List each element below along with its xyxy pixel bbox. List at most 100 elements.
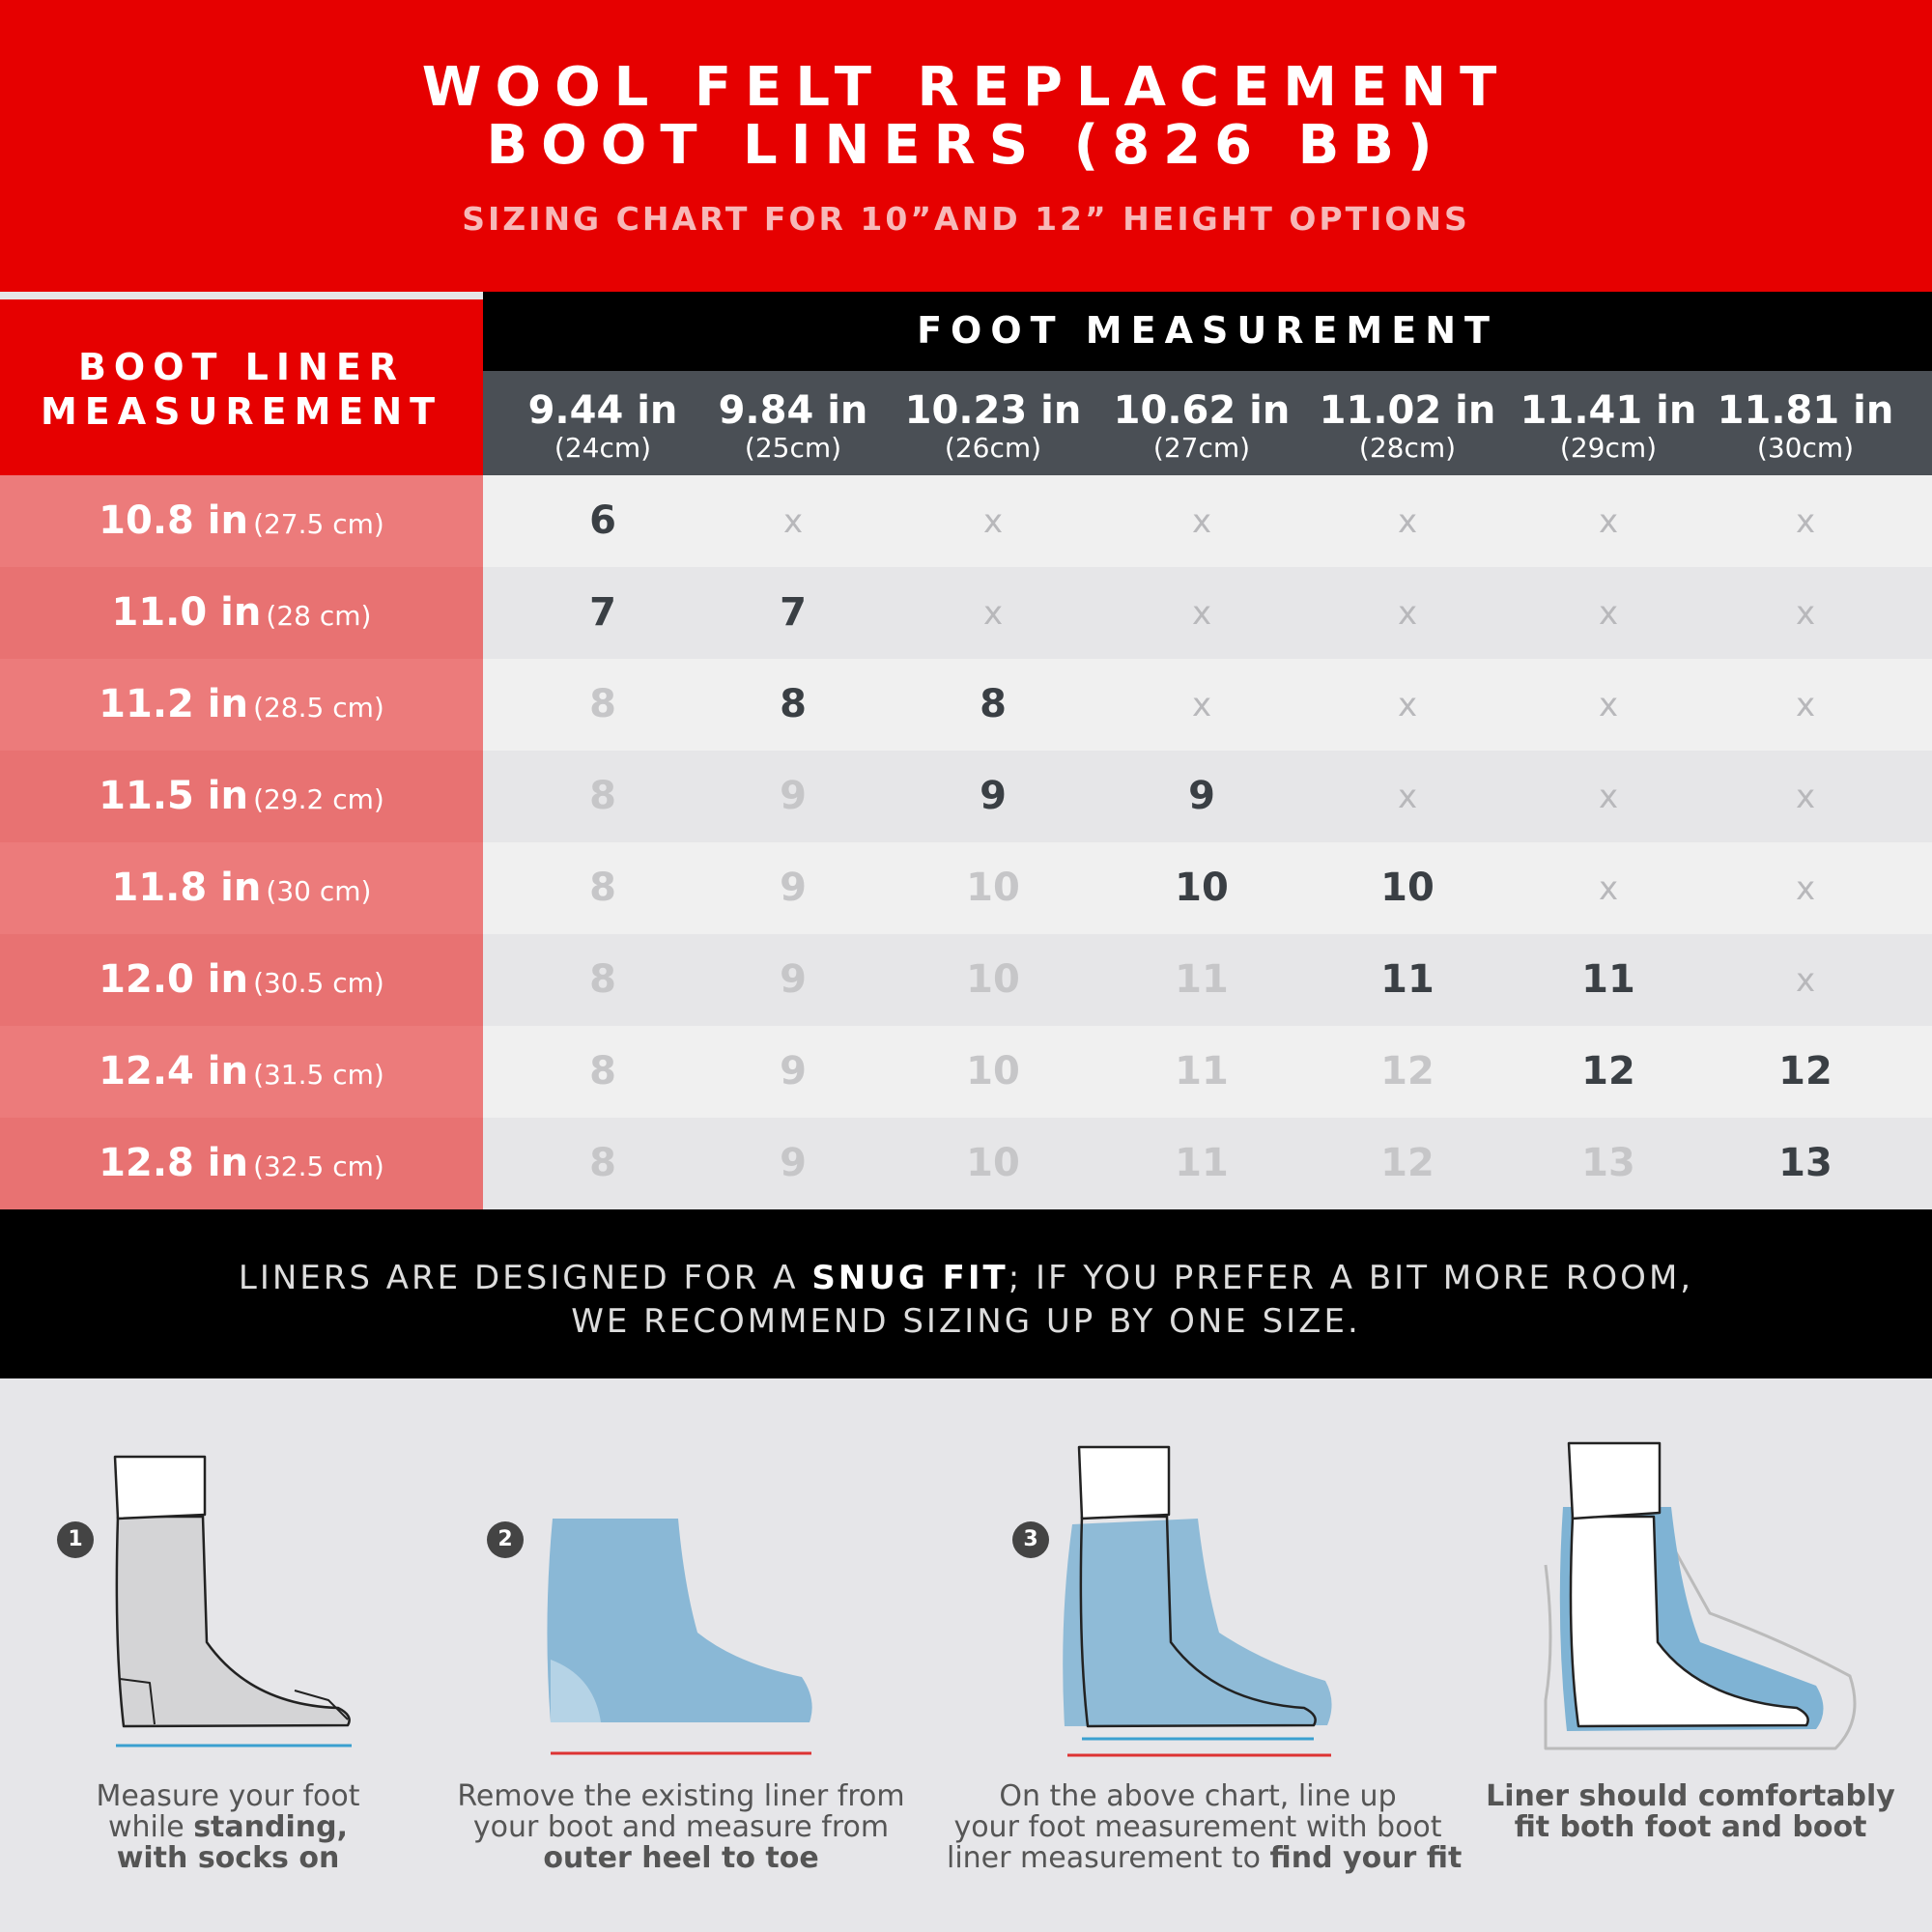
note-line: LINERS ARE DESIGNED FOR A SNUG FIT; IF Y…	[0, 1259, 1932, 1297]
table-cell: x	[782, 502, 804, 541]
table-cell: x	[982, 502, 1004, 541]
note-band	[0, 1209, 1932, 1378]
table-cell: x	[1598, 869, 1619, 908]
table-cell: 12	[1778, 1049, 1833, 1094]
row-band	[483, 659, 1932, 751]
row-header: 11.8 in (30 cm)	[0, 866, 483, 910]
row-header: 11.0 in (28 cm)	[0, 590, 483, 635]
row-header-cell	[0, 1118, 483, 1209]
column-header-cm: (25cm)	[744, 432, 842, 464]
table-cell: 8	[589, 682, 616, 726]
table-cell: 10	[966, 1049, 1020, 1094]
row-header-in: 10.8 in	[99, 498, 248, 543]
step-caption: On the above chart, line up	[999, 1779, 1397, 1813]
table-cell: 9	[780, 774, 807, 818]
table-cell: x	[1598, 686, 1619, 724]
row-band	[483, 567, 1932, 659]
row-header-in: 11.2 in	[99, 682, 248, 726]
column-header-band	[483, 371, 1932, 475]
table-cell: x	[1598, 594, 1619, 633]
note-line: WE RECOMMEND SIZING UP BY ONE SIZE.	[0, 1302, 1932, 1341]
table-cell: x	[1397, 686, 1418, 724]
liner	[1063, 1519, 1332, 1726]
row-band	[483, 1118, 1932, 1209]
sock	[115, 1515, 351, 1728]
row-band	[483, 1026, 1932, 1118]
table-cell: 9	[780, 866, 807, 910]
row-header-cell	[0, 1026, 483, 1118]
table-cell: 9	[980, 774, 1007, 818]
boot	[1544, 1525, 1857, 1750]
step-caption: Measure your foot	[96, 1779, 360, 1813]
column-header-in: 10.62 in	[1113, 388, 1291, 433]
step-caption: with socks on	[116, 1841, 340, 1875]
table-cell: 6	[589, 498, 616, 543]
row-band	[483, 475, 1932, 567]
badge	[1012, 1521, 1049, 1558]
table-cell: x	[1598, 778, 1619, 816]
row-header-band	[0, 299, 483, 475]
column-header-in: 11.02 in	[1319, 388, 1496, 433]
column-header-cm: (27cm)	[1152, 432, 1251, 464]
note-text: SNUG FIT	[811, 1259, 1009, 1297]
table-cell: 8	[589, 1049, 616, 1094]
table-cell: 13	[1581, 1141, 1635, 1185]
row-header-in: 12.0 in	[99, 957, 248, 1002]
sock-top	[1077, 1445, 1171, 1520]
note-text: WE RECOMMEND SIZING UP BY ONE SIZE.	[571, 1302, 1361, 1341]
table-cell: 9	[1188, 774, 1215, 818]
step-caption: standing,	[193, 1810, 348, 1844]
row-header-cm: (32.5 cm)	[253, 1151, 384, 1182]
column-header-cm: (26cm)	[944, 432, 1042, 464]
table-cell: 8	[589, 1141, 616, 1185]
row-header-cm: (30 cm)	[266, 875, 372, 907]
step-caption-line: your boot and measure from	[430, 1810, 932, 1844]
title-line: WOOL FELT REPLACEMENT	[421, 56, 1511, 119]
table-cell: 8	[780, 682, 807, 726]
step-caption-line: Measure your foot	[0, 1779, 479, 1813]
table-cell: 9	[780, 1141, 807, 1185]
step-caption: outer heel to toe	[543, 1841, 819, 1875]
sock-top	[1567, 1441, 1662, 1520]
column-group-band	[483, 292, 1932, 371]
row-header-cell	[0, 934, 483, 1026]
table-cell: 11	[1581, 957, 1635, 1002]
table-cell: x	[1598, 502, 1619, 541]
column-header-cm: (24cm)	[554, 432, 652, 464]
table-cell: 8	[980, 682, 1007, 726]
table-cell: x	[1795, 869, 1816, 908]
liner	[547, 1519, 812, 1722]
row-header: 12.4 in (31.5 cm)	[0, 1049, 483, 1094]
table-cell: x	[1795, 686, 1816, 724]
step-caption-line: liner measurement to find your fit	[947, 1841, 1462, 1875]
table-cell: x	[982, 594, 1004, 633]
row-header: 11.2 in (28.5 cm)	[0, 682, 483, 726]
table-cell: x	[1397, 778, 1418, 816]
row-band	[483, 842, 1932, 934]
table-cell: x	[1397, 594, 1418, 633]
step-caption: your foot measurement with boot	[953, 1810, 1442, 1844]
row-header-cell	[0, 842, 483, 934]
row-header-cm: (29.2 cm)	[253, 783, 384, 815]
column-header-in: 11.41 in	[1520, 388, 1697, 433]
step-caption-line: Liner should comfortably	[1439, 1779, 1932, 1813]
step-caption-line: while standing,	[0, 1810, 479, 1844]
step-caption-line: your foot measurement with boot	[947, 1810, 1449, 1844]
title-line: BOOT LINERS (826 BB)	[486, 114, 1446, 177]
table-cell: 13	[1778, 1141, 1833, 1185]
step-caption: while	[107, 1810, 194, 1844]
step-caption-line: Remove the existing liner from	[430, 1779, 932, 1813]
table-cell: 12	[1380, 1141, 1435, 1185]
table-cell: 10	[1380, 866, 1435, 910]
note-text: LINERS ARE DESIGNED FOR A	[238, 1259, 812, 1297]
sock-top	[113, 1455, 207, 1520]
step-caption: find your fit	[1269, 1841, 1463, 1875]
column-header-in: 9.44 in	[527, 388, 678, 433]
step-caption-line: with socks on	[0, 1841, 479, 1875]
table-cell: x	[1191, 686, 1212, 724]
step-caption: Remove the existing liner from	[457, 1779, 905, 1813]
badge-number: 2	[497, 1527, 513, 1551]
table-cell: 10	[966, 957, 1020, 1002]
column-header-in: 10.23 in	[904, 388, 1082, 433]
row-header-cm: (30.5 cm)	[253, 967, 384, 999]
